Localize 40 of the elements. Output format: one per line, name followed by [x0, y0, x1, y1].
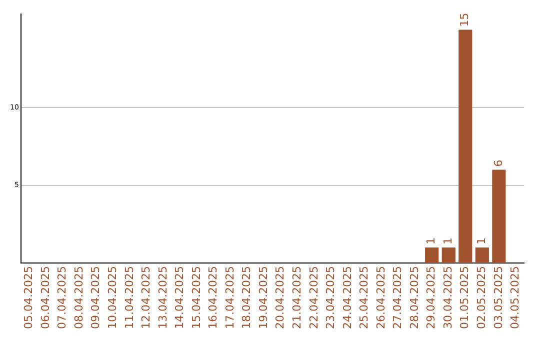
x-tick-label: 15.04.2025 — [190, 266, 203, 330]
x-tick-label: 18.04.2025 — [240, 266, 254, 330]
x-tick-label: 08.04.2025 — [72, 266, 86, 330]
x-tick-label: 22.04.2025 — [307, 266, 320, 330]
x-tick-label: 14.04.2025 — [173, 266, 186, 330]
x-tick-label: 09.04.2025 — [89, 266, 102, 330]
x-tick-label: 20.04.2025 — [274, 266, 287, 330]
x-tick-label: 17.04.2025 — [223, 266, 236, 330]
x-tick-label: 12.04.2025 — [140, 266, 153, 330]
x-tick-label: 28.04.2025 — [408, 266, 421, 330]
x-tick-label: 27.04.2025 — [391, 266, 404, 330]
data-label: 6 — [492, 160, 505, 167]
bar — [492, 170, 506, 264]
x-tick-label: 04.05.2025 — [508, 266, 522, 330]
data-label: 1 — [424, 237, 438, 244]
x-tick-label: 13.04.2025 — [156, 266, 170, 330]
data-label: 1 — [441, 237, 454, 244]
bar — [442, 247, 456, 264]
data-label: 1 — [475, 237, 488, 244]
x-tick-label: 01.05.2025 — [458, 266, 472, 330]
x-tick-label: 02.05.2025 — [475, 266, 488, 330]
x-tick-label: 25.04.2025 — [358, 266, 371, 330]
x-tick-label: 26.04.2025 — [374, 266, 388, 330]
data-label: 15 — [458, 12, 472, 27]
x-tick-label: 10.04.2025 — [106, 266, 120, 330]
x-tick-label: 16.04.2025 — [206, 266, 220, 330]
x-tick-label: 07.04.2025 — [56, 266, 69, 330]
x-tick-label: 21.04.2025 — [290, 266, 304, 330]
x-tick-label: 06.04.2025 — [38, 266, 52, 330]
bar — [425, 247, 439, 264]
x-tick-label: 24.04.2025 — [340, 266, 354, 330]
x-tick-label: 23.04.2025 — [324, 266, 338, 330]
bar — [475, 247, 489, 264]
x-tick-label: 30.04.2025 — [441, 266, 454, 330]
x-tick-label: 29.04.2025 — [424, 266, 438, 330]
x-tick-label: 05.04.2025 — [22, 266, 36, 330]
bar — [458, 30, 472, 264]
x-tick-label: 19.04.2025 — [256, 266, 270, 330]
x-tick-label: 11.04.2025 — [122, 266, 136, 330]
x-tick-label: 03.05.2025 — [492, 266, 505, 330]
